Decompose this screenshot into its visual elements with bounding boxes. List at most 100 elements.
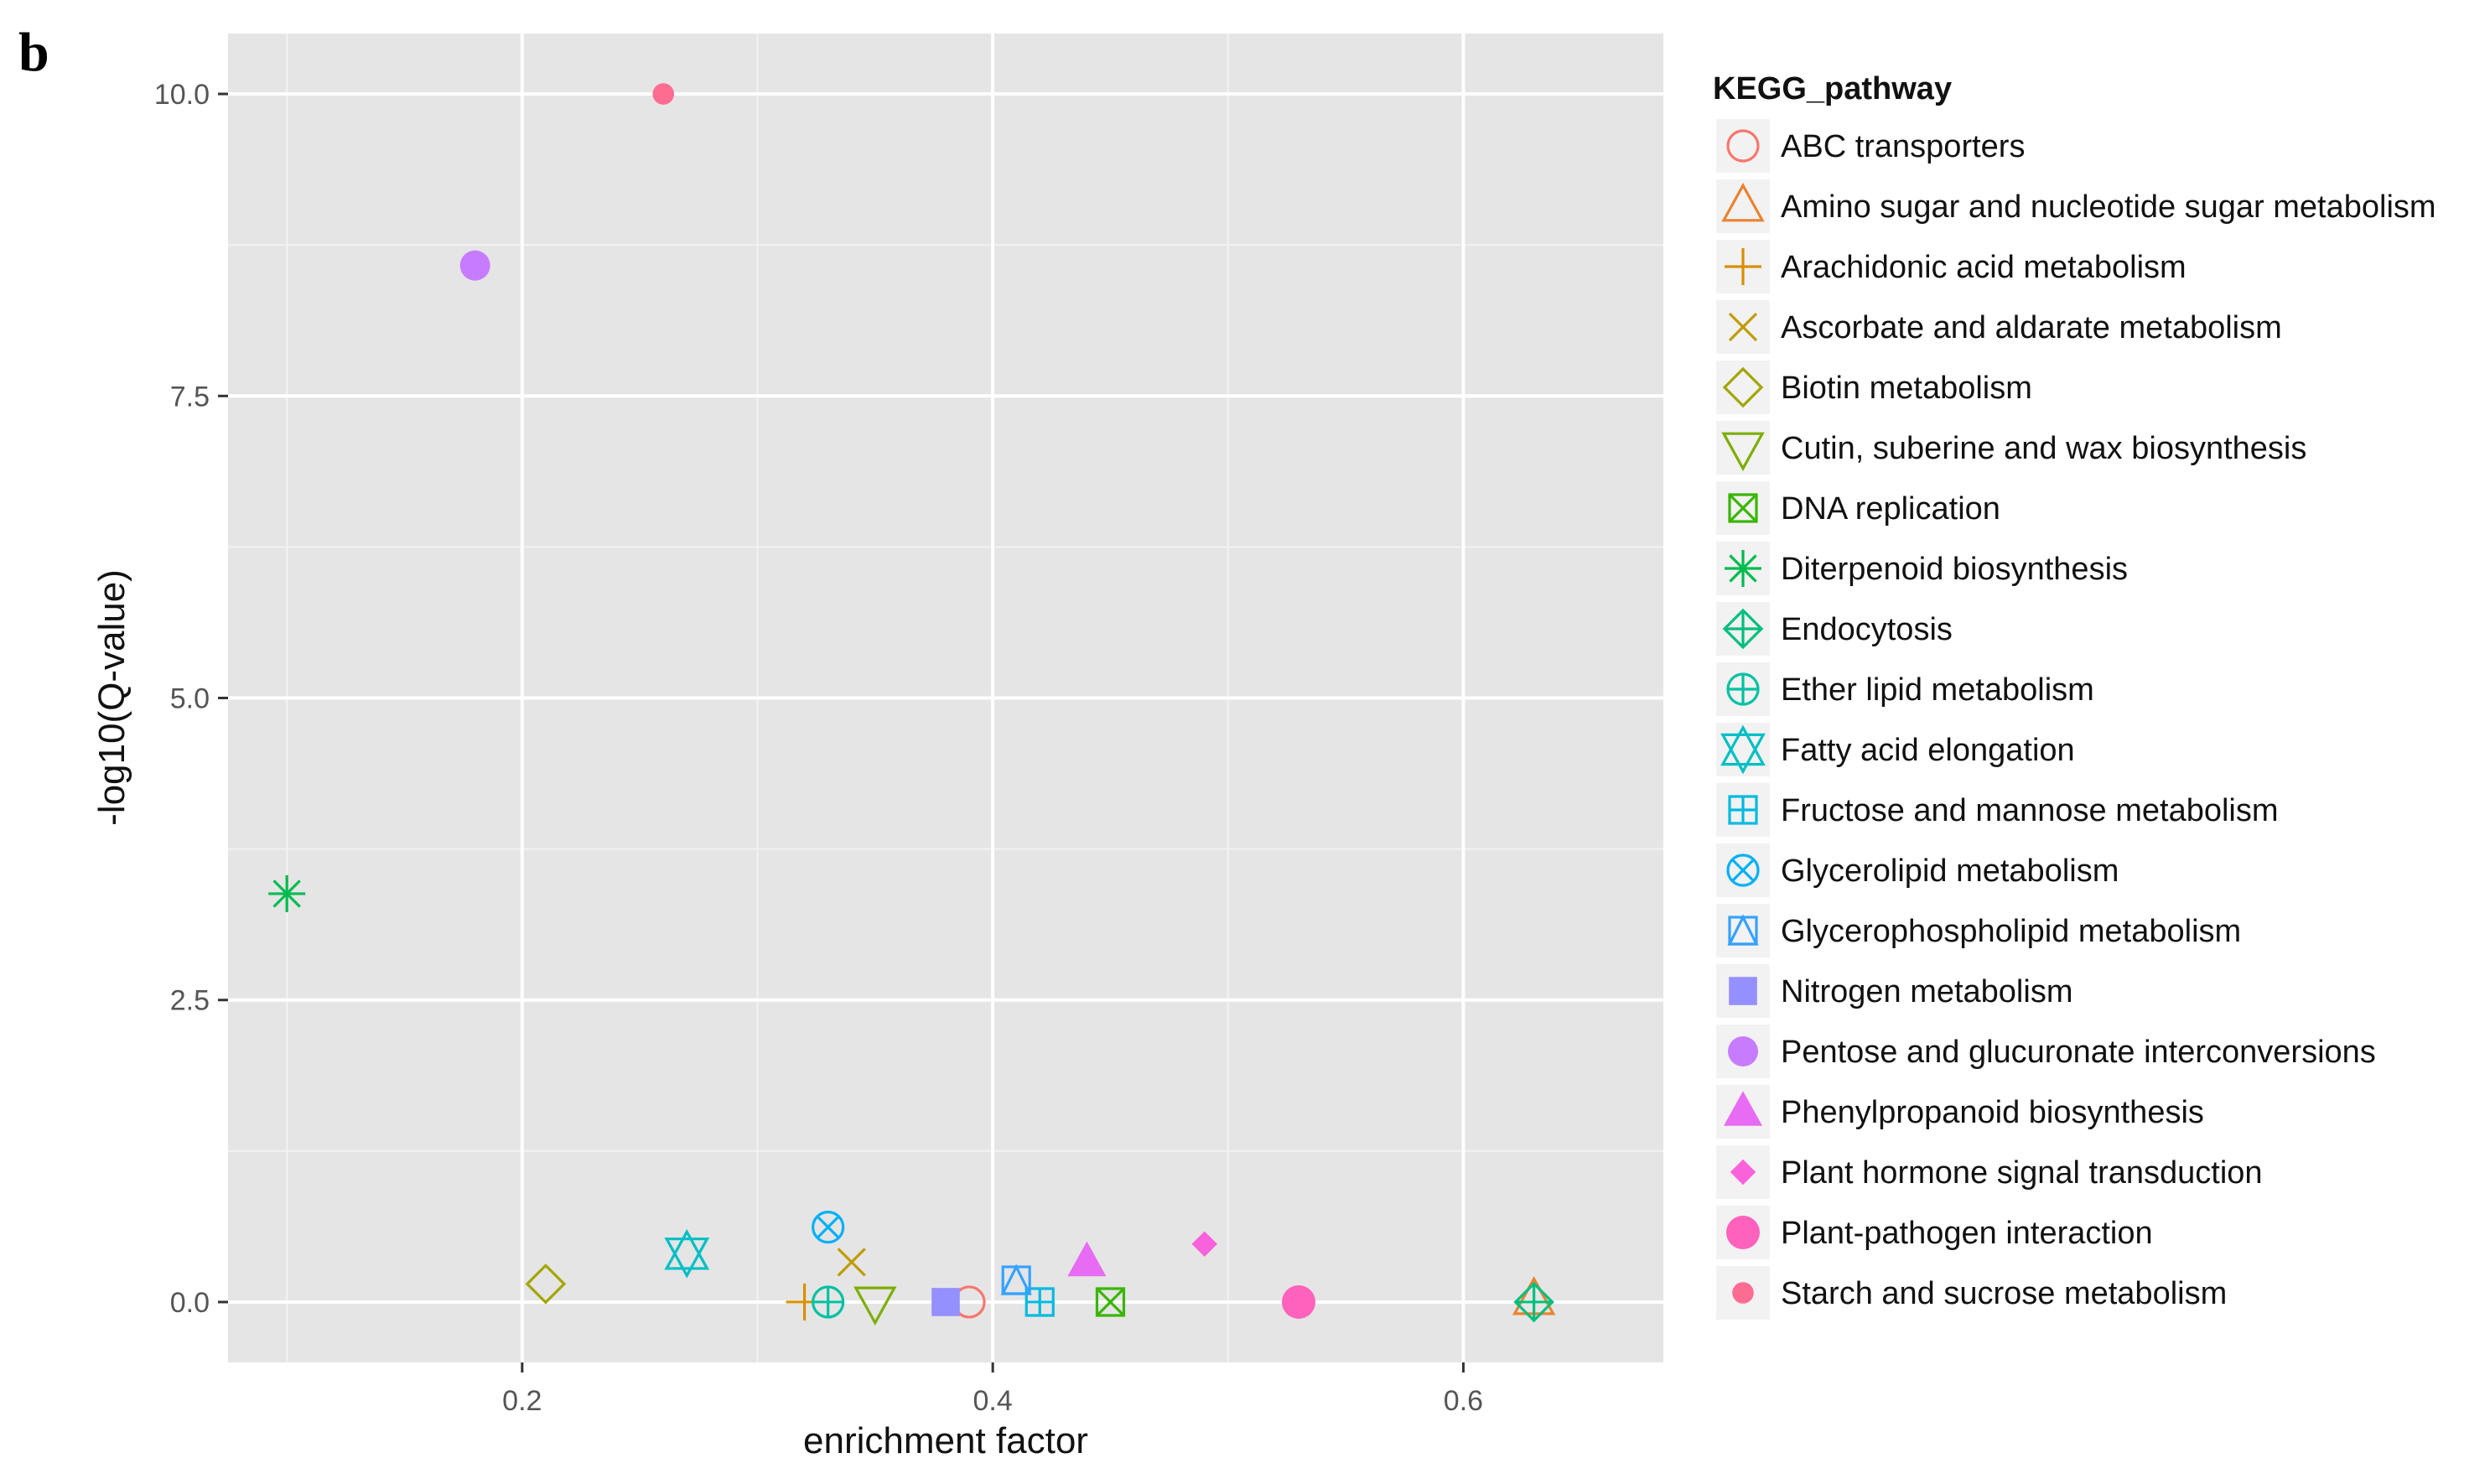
legend-item: Glycerolipid metabolism: [1714, 842, 2119, 899]
data-point: [652, 83, 675, 105]
legend-label: Diterpenoid biosynthesis: [1781, 552, 2128, 587]
legend-item: Nitrogen metabolism: [1714, 963, 2072, 1020]
legend-key-symbol: [1722, 366, 1764, 408]
legend-key-symbol: [1729, 977, 1757, 1005]
legend-item: Biotin metabolism: [1714, 359, 2032, 416]
legend-label: Plant hormone signal transduction: [1781, 1155, 2263, 1191]
x-tick-label: 0.2: [502, 1385, 542, 1417]
y-axis-title: -log10(Q-value): [91, 569, 132, 826]
legend-key-symbol: [1726, 854, 1760, 887]
legend-key-symbol: [1720, 724, 1766, 775]
legend-item: Ether lipid metabolism: [1714, 661, 2094, 718]
data-point: [1000, 1263, 1032, 1295]
legend-item: Ascorbate and aldarate metabolism: [1714, 298, 2282, 355]
data-point: [1513, 1281, 1554, 1323]
data-point: [1191, 1231, 1217, 1257]
legend-item: Phenylpropanoid biosynthesis: [1714, 1083, 2204, 1140]
legend-key-symbol: [1728, 1036, 1758, 1066]
x-axis-title: enrichment factor: [803, 1420, 1088, 1461]
data-point: [931, 1288, 960, 1316]
legend-key-box: [1714, 117, 1772, 174]
legend-item: Fatty acid elongation: [1714, 721, 2075, 778]
legend-key-symbol: [1726, 1216, 1760, 1249]
legend-label: ABC transporters: [1781, 129, 2025, 164]
legend-item: Plant-pathogen interaction: [1714, 1204, 2153, 1261]
legend-label: Phenylpropanoid biosynthesis: [1781, 1095, 2204, 1130]
legend-item: Endocytosis: [1714, 600, 1953, 657]
legend-key-box: [1714, 1264, 1772, 1321]
legend-key-symbol: [1721, 182, 1765, 222]
legend-item: Amino sugar and nucleotide sugar metabol…: [1714, 178, 2436, 235]
data-point: [1067, 1241, 1107, 1277]
legend-key-symbol: [1722, 608, 1764, 650]
legend-key-symbol: [1724, 1091, 1762, 1126]
legend-item: ABC transporters: [1714, 117, 2025, 174]
legend-label: Fructose and mannose metabolism: [1781, 793, 2279, 828]
legend-item: Pentose and glucuronate interconversions: [1714, 1023, 2376, 1080]
y-tick-label: 5.0: [170, 683, 210, 715]
legend-item: Diterpenoid biosynthesis: [1714, 540, 2128, 597]
legend-key-symbol: [1732, 1282, 1754, 1304]
legend-label: Endocytosis: [1781, 612, 1953, 647]
legend-key-symbol: [1726, 129, 1760, 163]
data-point: [268, 874, 306, 912]
legend-label: Amino sugar and nucleotide sugar metabol…: [1781, 189, 2436, 225]
y-axis-ticks: 0.0 2.5 5.0 7.5 10.0: [154, 79, 228, 1319]
legend-label: Arachidonic acid metabolism: [1781, 250, 2187, 285]
legend-item: Cutin, suberine and wax biosynthesis: [1714, 419, 2306, 476]
data-point: [837, 1248, 866, 1277]
data-point: [812, 1211, 845, 1244]
legend-label: DNA replication: [1781, 491, 2000, 527]
legend-key-symbol: [1728, 493, 1758, 523]
legend-key-symbol: [1725, 550, 1761, 587]
data-point: [1095, 1287, 1126, 1317]
legend-key-symbol: [1721, 432, 1765, 472]
legend-label: Ascorbate and aldarate metabolism: [1781, 310, 2282, 345]
legend-label: Ether lipid metabolism: [1781, 672, 2094, 708]
legend-label: Plant-pathogen interaction: [1781, 1216, 2153, 1251]
x-tick-label: 0.6: [1444, 1385, 1483, 1417]
data-point: [812, 1285, 845, 1319]
legend-key-box: [1714, 842, 1772, 899]
legend-key-symbol: [1730, 1159, 1756, 1186]
data-point: [459, 250, 490, 281]
x-axis-ticks: 0.2 0.4 0.6: [502, 1362, 1483, 1417]
legend-key-box: [1714, 721, 1772, 778]
x-tick-label: 0.4: [973, 1385, 1012, 1417]
legend-title: KEGG_pathway: [1713, 71, 1952, 106]
y-tick-label: 10.0: [154, 79, 210, 111]
data-point: [1281, 1284, 1315, 1319]
legend-item: DNA replication: [1714, 480, 2000, 537]
legend: ABC transporters Amino sugar and nucleoti…: [1714, 117, 2436, 1321]
legend-item: Plant hormone signal transduction: [1714, 1144, 2263, 1201]
legend-item: Fructose and mannose metabolism: [1714, 781, 2279, 838]
legend-key-symbol: [1728, 795, 1758, 825]
legend-item: Glycerophospholipid metabolism: [1714, 902, 2241, 959]
panel-label: b: [18, 22, 49, 83]
y-tick-label: 0.0: [170, 1287, 210, 1319]
legend-label: Nitrogen metabolism: [1781, 974, 2072, 1009]
legend-key-symbol: [1725, 248, 1761, 285]
legend-key-box: [1714, 963, 1772, 1020]
y-tick-label: 2.5: [170, 985, 210, 1017]
legend-label: Pentose and glucuronate interconversions: [1781, 1035, 2376, 1070]
legend-key-symbol: [1726, 672, 1760, 706]
data-points: [268, 83, 1556, 1326]
legend-key-box: [1714, 902, 1772, 959]
data-point: [853, 1286, 897, 1326]
legend-item: Arachidonic acid metabolism: [1714, 238, 2187, 295]
legend-label: Starch and sucrose metabolism: [1781, 1276, 2227, 1311]
y-tick-label: 7.5: [170, 381, 210, 413]
legend-label: Glycerolipid metabolism: [1781, 854, 2119, 889]
legend-label: Glycerophospholipid metabolism: [1781, 914, 2241, 949]
data-point: [1025, 1287, 1055, 1317]
legend-item: Starch and sucrose metabolism: [1714, 1264, 2227, 1321]
data-point: [525, 1263, 567, 1305]
legend-key-symbol: [1728, 312, 1758, 342]
legend-key-symbol: [1727, 914, 1759, 946]
data-point: [664, 1228, 710, 1279]
legend-label: Cutin, suberine and wax biosynthesis: [1781, 431, 2306, 466]
legend-label: Biotin metabolism: [1781, 371, 2032, 406]
legend-label: Fatty acid elongation: [1781, 733, 2075, 768]
